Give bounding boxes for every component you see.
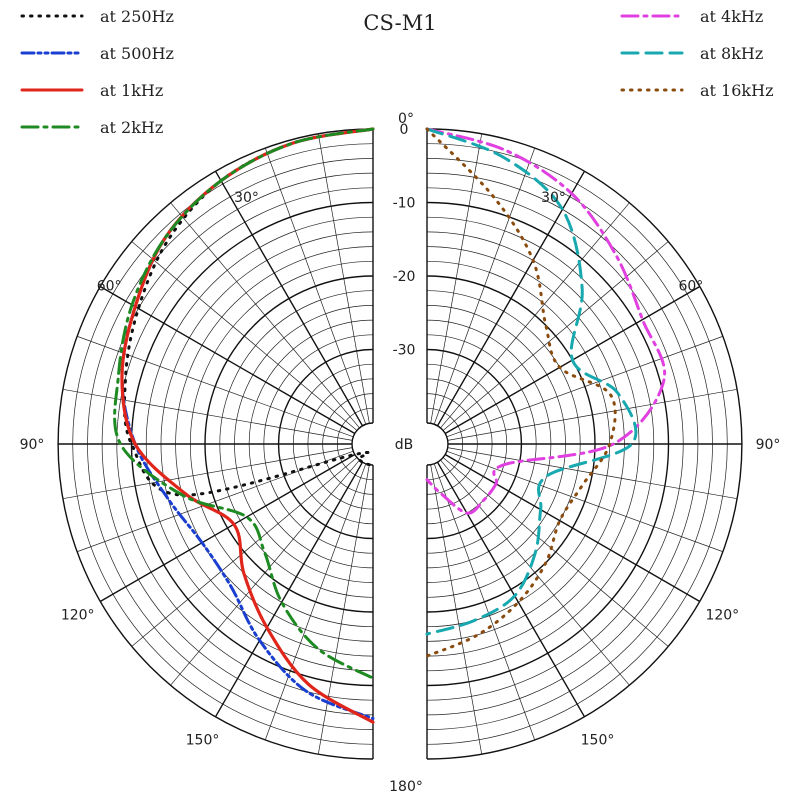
series-line-4	[425, 127, 667, 515]
series-line-1	[120, 127, 375, 721]
r-tick-label: -30	[393, 343, 416, 359]
grid-spoke-right	[436, 461, 586, 718]
angle-tick-label: 0°	[398, 111, 414, 127]
grid-spoke-left	[264, 147, 367, 425]
grid-spoke-right	[430, 464, 483, 755]
angle-tick-label: 30°	[234, 190, 259, 206]
r-tick-label: -20	[393, 269, 416, 285]
grid-spoke-left	[131, 457, 358, 647]
grid-spoke-left	[214, 461, 364, 718]
legend-label-6: at 16kHz	[700, 81, 774, 100]
angle-tick-label: 90°	[756, 437, 781, 453]
polar-grid	[57, 128, 743, 760]
chart-title: CS-M1	[363, 11, 436, 35]
grid-spoke-left	[62, 447, 353, 500]
r-tick-label: 0	[400, 122, 409, 138]
angle-tick-label: 180°	[389, 779, 423, 795]
series-line-6	[425, 127, 617, 658]
grid-spoke-left	[317, 133, 370, 424]
angle-tick-label: 30°	[541, 190, 566, 206]
grid-spoke-left	[99, 453, 356, 603]
legend: at 250Hz at 500Hz at 1kHz at 2kHz at 4kHz at …	[20, 7, 774, 137]
grid-spoke-right	[446, 450, 724, 553]
r-tick-label: -10	[393, 196, 416, 212]
grid-spoke-left	[214, 170, 364, 427]
legend-label-0: at 250Hz	[100, 7, 174, 26]
legend-label-4: at 4kHz	[700, 7, 763, 26]
angle-tick-label: 60°	[678, 279, 703, 295]
axis-labels: 0 -10 -20 -30 dB 0° 30° 60° 90° 120° 150° 180° 30° 60…	[20, 111, 781, 795]
grid-spoke-left	[170, 459, 360, 686]
angle-tick-label: 150°	[186, 732, 220, 748]
grid-spoke-left	[264, 463, 367, 741]
grid-spoke-right	[436, 170, 586, 427]
legend-label-5: at 8kHz	[700, 44, 763, 63]
grid-spoke-right	[446, 335, 724, 438]
angle-tick-label: 60°	[97, 279, 122, 295]
grid-spoke-right	[444, 453, 701, 603]
response-curves	[113, 127, 667, 724]
grid-spoke-right	[433, 147, 536, 425]
legend-label-2: at 1kHz	[100, 81, 163, 100]
grid-spoke-right	[442, 241, 669, 431]
series-line-5	[425, 127, 638, 636]
angle-tick-label: 120°	[705, 608, 739, 624]
unit-label: dB	[395, 437, 414, 453]
grid-spoke-left	[99, 285, 356, 435]
angle-tick-label: 90°	[20, 437, 45, 453]
series-line-3	[113, 127, 375, 680]
grid-spoke-left	[62, 388, 353, 441]
grid-spoke-right	[433, 463, 536, 741]
legend-label-3: at 2kHz	[100, 118, 163, 137]
grid-spoke-right	[442, 457, 669, 647]
grid-spoke-left	[317, 464, 370, 755]
grid-spoke-right	[430, 133, 483, 424]
grid-spoke-right	[447, 388, 738, 441]
grid-spoke-right	[440, 459, 630, 686]
grid-spoke-left	[131, 241, 358, 431]
grid-spoke-left	[76, 450, 354, 553]
grid-spoke-right	[440, 202, 630, 429]
series-line-0	[122, 127, 375, 497]
legend-label-1: at 500Hz	[100, 44, 174, 63]
angle-tick-label: 120°	[61, 608, 95, 624]
grid-spoke-left	[170, 202, 360, 429]
angle-tick-label: 150°	[581, 732, 615, 748]
